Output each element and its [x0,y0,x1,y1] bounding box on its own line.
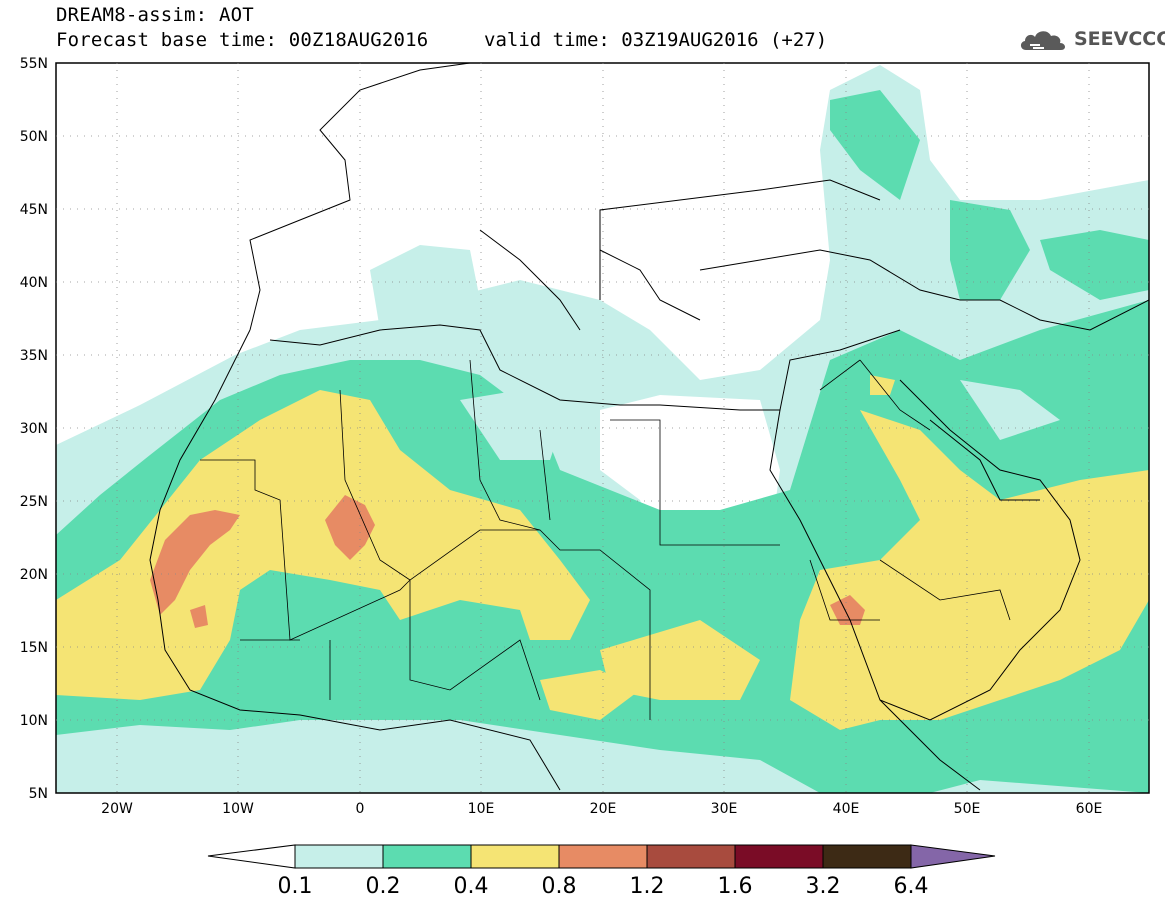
colorbar-label: 0.1 [278,874,313,899]
colorbar-cell [646,844,736,869]
colorbar-labels: 0.1 0.2 0.4 0.8 1.2 1.6 3.2 6.4 [278,874,929,899]
lon-label: 10W [222,801,254,817]
logo-text: SEEVCCC [1074,28,1165,50]
lat-label: 55N [20,56,48,72]
colorbar-label: 1.6 [718,874,753,899]
seevccc-logo: SEEVCCC [1018,26,1165,52]
colorbar-cell [822,844,912,869]
colorbar-label: 0.8 [542,874,577,899]
coastlines [149,63,1149,791]
lat-label: 45N [20,202,48,218]
colorbar-label: 0.4 [454,874,489,899]
lon-label: 40E [833,801,860,817]
lon-label: 50E [954,801,981,817]
colorbar-low-arrow [207,844,296,869]
colorbar-cell [734,844,824,869]
lon-label: 0 [356,801,365,817]
colorbar-label: 1.2 [630,874,665,899]
colorbar-label: 6.4 [894,874,929,899]
aot-band-0.8 [150,510,240,615]
colorbar-cell [558,844,648,869]
colorbar-label: 0.2 [366,874,401,899]
longitude-labels: 20W 10W 0 10E 20E 30E 40E 50E 60E [101,801,1102,817]
colorbar-cell [382,844,472,869]
forecast-base-time: Forecast base time: 00Z18AUG2016 [56,29,429,51]
colorbar-cell [470,844,560,869]
colorbar-cell [294,844,384,869]
colorbar-label: 3.2 [806,874,841,899]
lat-label: 20N [20,567,48,583]
lon-label: 20W [101,801,133,817]
lat-label: 15N [20,640,48,656]
lat-label: 5N [29,786,48,802]
lon-label: 30E [711,801,738,817]
lat-label: 50N [20,129,48,145]
lat-label: 25N [20,494,48,510]
lat-label: 10N [20,713,48,729]
lon-label: 20E [590,801,617,817]
cloud-icon [1020,31,1066,50]
latitude-labels: 55N 50N 45N 40N 35N 30N 25N 20N 15N 10N … [20,56,48,802]
aot-band-0.4 [56,390,590,700]
lat-label: 40N [20,275,48,291]
aot-band-0.1-med [370,245,480,330]
borders [200,359,1011,720]
graticule [56,63,1149,793]
valid-time: valid time: 03Z19AUG2016 (+27) [484,29,828,51]
colorbar [207,844,996,869]
colorbar-high-arrow [910,844,996,869]
chart-title: DREAM8-assim: AOT [56,4,254,26]
lat-label: 35N [20,348,48,364]
lon-label: 10E [468,801,495,817]
lat-label: 30N [20,421,48,437]
lon-label: 60E [1076,801,1103,817]
